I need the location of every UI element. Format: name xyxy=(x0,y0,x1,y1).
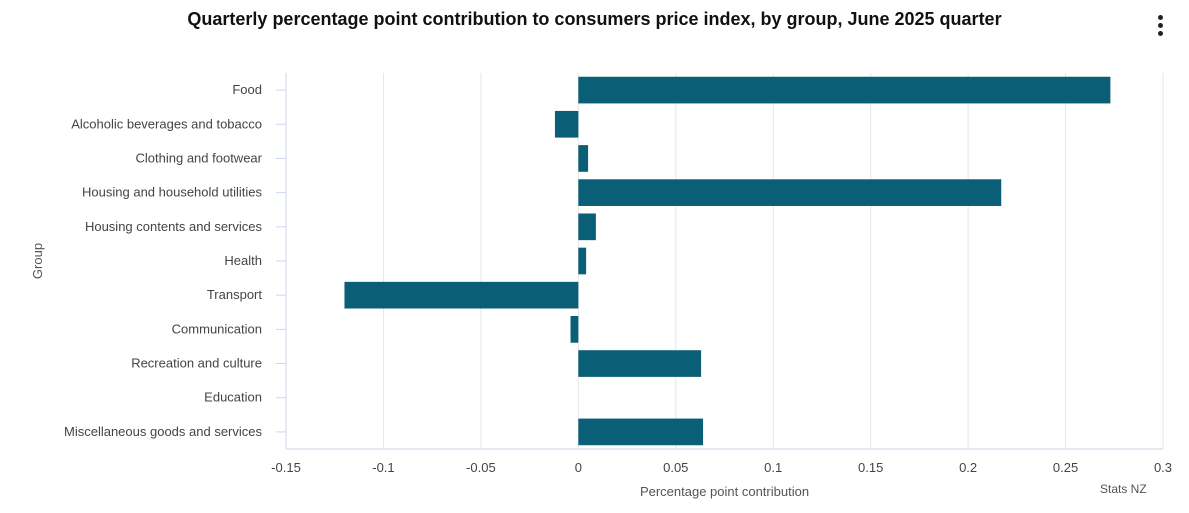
y-category-label: Housing and household utilities xyxy=(82,185,262,200)
bar[interactable] xyxy=(578,418,704,446)
ellipsis-dot xyxy=(1158,23,1163,28)
y-category-label: Miscellaneous goods and services xyxy=(64,424,262,439)
ellipsis-dot xyxy=(1158,31,1163,36)
source-credit[interactable]: Stats NZ xyxy=(1100,482,1147,496)
y-category-label: Communication xyxy=(172,321,262,336)
chart-menu-button[interactable] xyxy=(1148,12,1172,40)
bars xyxy=(344,76,1111,446)
y-category-label: Transport xyxy=(207,287,263,302)
y-category-label: Recreation and culture xyxy=(131,356,262,371)
bar[interactable] xyxy=(578,350,702,377)
x-tick-label: -0.1 xyxy=(372,460,394,475)
bar[interactable] xyxy=(554,110,579,138)
y-category-label: Food xyxy=(232,82,262,97)
y-category-label: Clothing and footwear xyxy=(136,150,263,165)
x-tick-label: 0.3 xyxy=(1154,460,1172,475)
bar[interactable] xyxy=(578,213,596,241)
x-tick-label: 0.15 xyxy=(858,460,883,475)
x-tick-label: -0.15 xyxy=(271,460,301,475)
chart-title: Quarterly percentage point contribution … xyxy=(187,9,1002,29)
y-category-label: Education xyxy=(204,390,262,405)
x-axis-title: Percentage point contribution xyxy=(640,484,809,499)
y-category-label: Health xyxy=(224,253,262,268)
bar[interactable] xyxy=(578,179,1002,206)
y-axis-title: Group xyxy=(30,243,45,279)
y-category-label: Housing contents and services xyxy=(85,219,263,234)
vertical-ellipsis-icon xyxy=(1158,15,1163,20)
bar[interactable] xyxy=(578,247,587,275)
x-tick-label: 0.2 xyxy=(959,460,977,475)
x-tick-label: 0 xyxy=(575,460,582,475)
x-tick-label: 0.1 xyxy=(764,460,782,475)
bar[interactable] xyxy=(344,281,579,309)
bar[interactable] xyxy=(578,145,589,172)
x-tick-label: 0.05 xyxy=(663,460,688,475)
gridlines xyxy=(285,73,1164,449)
x-tick-label: 0.25 xyxy=(1053,460,1078,475)
bar[interactable] xyxy=(578,76,1111,104)
bar[interactable] xyxy=(570,316,579,343)
x-tick-label: -0.05 xyxy=(466,460,496,475)
y-category-label: Alcoholic beverages and tobacco xyxy=(71,116,262,131)
axes: -0.15 -0.1 -0.05 0 0.05 0.1 0.15 0.2 0.25 0.3 Food… xyxy=(64,73,1172,475)
